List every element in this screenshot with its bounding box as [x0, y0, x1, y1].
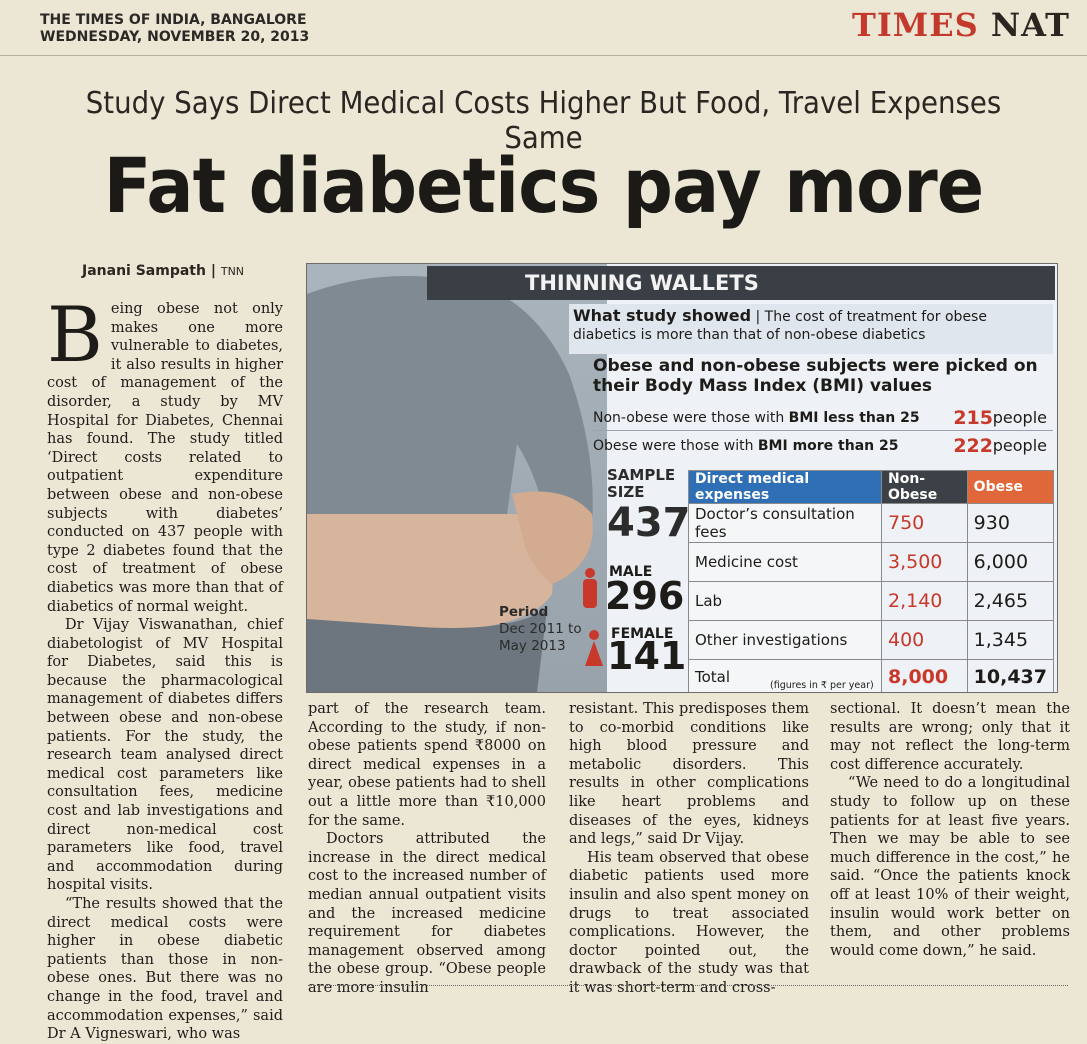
sample-label: SIZE	[607, 483, 645, 501]
table-cell: 400	[881, 620, 968, 660]
table-header: Non-Obese	[881, 470, 968, 504]
table-note: (figures in ₹ per year)	[770, 680, 874, 691]
sample-label: SAMPLE	[607, 466, 676, 484]
kicker: Study Says Direct Medical Costs Higher B…	[85, 86, 1002, 156]
table-cell: Total (figures in ₹ per year)	[688, 659, 882, 692]
section-label-dark: NAT	[990, 6, 1070, 44]
table-cell: Other investigations	[688, 620, 882, 660]
paragraph: “The results showed that the direct medi…	[47, 896, 283, 1043]
period-label: Period	[499, 604, 549, 620]
period-value: Dec 2011 to	[499, 621, 582, 637]
male-icon	[583, 568, 597, 608]
male-value: 296	[605, 574, 685, 618]
table-cell: Doctor’s consultation fees	[688, 503, 882, 543]
female-label: FEMALE	[611, 626, 674, 642]
row-bold: BMI more than 25	[757, 438, 899, 454]
paragraph: sectional. It doesn’t mean the results a…	[830, 701, 1070, 773]
table-row: Medicine cost 3,500 6,000	[688, 542, 1055, 582]
table-row: Lab 2,140 2,465	[688, 581, 1055, 621]
paragraph: “We need to do a longitudinal study to f…	[830, 775, 1070, 959]
row-text: Non-obese were those with	[593, 410, 789, 426]
period-value: May 2013	[499, 638, 566, 654]
paragraph: part of the research team. According to …	[308, 701, 546, 829]
table-cell: 8,000	[881, 659, 968, 692]
table-cell: 2,465	[966, 581, 1055, 621]
table-cell: 750	[881, 503, 968, 543]
table-header-row: Direct medical expenses Non-Obese Obese	[688, 470, 1055, 504]
article-column-2: part of the research team. According to …	[308, 700, 546, 998]
bottom-rule	[308, 985, 1068, 986]
obese-row: Obese were those with BMI more than 25 2…	[593, 434, 1053, 458]
table-header: Direct medical expenses	[688, 470, 882, 504]
female-value: 141	[607, 634, 687, 678]
row-text: Obese were those with	[593, 438, 758, 454]
female-icon	[585, 630, 603, 666]
male-label: MALE	[609, 564, 653, 580]
expenses-table: Direct medical expenses Non-Obese Obese …	[688, 470, 1055, 692]
headline: Fat diabetics pay more	[103, 141, 985, 230]
article-column-4: sectional. It doesn’t mean the results a…	[830, 700, 1070, 960]
section-label: TIMES NAT	[852, 6, 1070, 44]
bmi-heading: Obese and non-obese subjects were picked…	[593, 356, 1038, 396]
paragraph: His team observed that obese diabetic pa…	[569, 849, 809, 996]
table-header: Obese	[966, 470, 1055, 504]
paragraph-text: eing obese not only makes one more vulne…	[47, 301, 283, 615]
table-total-row: Total (figures in ₹ per year) 8,000 10,4…	[688, 659, 1055, 692]
infographic: THINNING WALLETS What study showed | The…	[306, 263, 1058, 693]
masthead: THE TIMES OF INDIA, BANGALORE WEDNESDAY,…	[40, 12, 309, 46]
finding-label: What study showed	[573, 306, 752, 325]
paper-name: THE TIMES OF INDIA, BANGALORE	[40, 12, 307, 28]
table-cell: 3,500	[881, 542, 968, 582]
finding-text: | The cost of treatment for obese diabet…	[573, 309, 987, 343]
table-cell: 930	[966, 503, 1055, 543]
people-label: people	[992, 408, 1047, 427]
sample-value: 437	[607, 500, 691, 546]
nonobese-row: Non-obese were those with BMI less than …	[593, 406, 1053, 431]
byline-agency: TNN	[220, 265, 245, 278]
table-cell: 1,345	[966, 620, 1055, 660]
article-column-3: resistant. This predisposes them to co-m…	[569, 700, 809, 998]
graphic-banner: THINNING WALLETS	[427, 266, 1055, 300]
table-cell: 10,437	[966, 659, 1055, 692]
byline-author: Janani Sampath	[82, 263, 206, 279]
total-label: Total	[695, 668, 731, 686]
paragraph: Doctors attributed the increase in the d…	[308, 831, 546, 996]
photo-obese-torso	[307, 264, 607, 692]
byline: Janani Sampath | TNN	[82, 263, 244, 279]
table-row: Doctor’s consultation fees 750 930	[688, 503, 1055, 543]
masthead-rule	[0, 55, 1087, 56]
paragraph: resistant. This predisposes them to co-m…	[569, 701, 809, 848]
torso-illustration	[307, 276, 593, 692]
paragraph: Dr Vijay Viswanathan, chief diabetologis…	[47, 617, 283, 894]
issue-date: WEDNESDAY, NOVEMBER 20, 2013	[40, 29, 310, 45]
people-label: people	[992, 436, 1047, 455]
row-bold: BMI less than 25	[788, 410, 920, 426]
sample-size: SAMPLE SIZE 437	[607, 466, 691, 546]
table-cell: Medicine cost	[688, 542, 882, 582]
nonobese-count: 215	[953, 407, 993, 429]
byline-separator: |	[205, 263, 221, 279]
table-cell: 2,140	[881, 581, 968, 621]
table-cell: 6,000	[966, 542, 1055, 582]
drop-cap: B	[47, 290, 103, 379]
table-cell: Lab	[688, 581, 882, 621]
study-finding: What study showed | The cost of treatmen…	[569, 304, 1053, 354]
obese-count: 222	[953, 435, 993, 457]
section-label-red: TIMES	[852, 6, 979, 44]
period: Period Dec 2011 to May 2013	[499, 604, 582, 655]
table-row: Other investigations 400 1,345	[688, 620, 1055, 660]
